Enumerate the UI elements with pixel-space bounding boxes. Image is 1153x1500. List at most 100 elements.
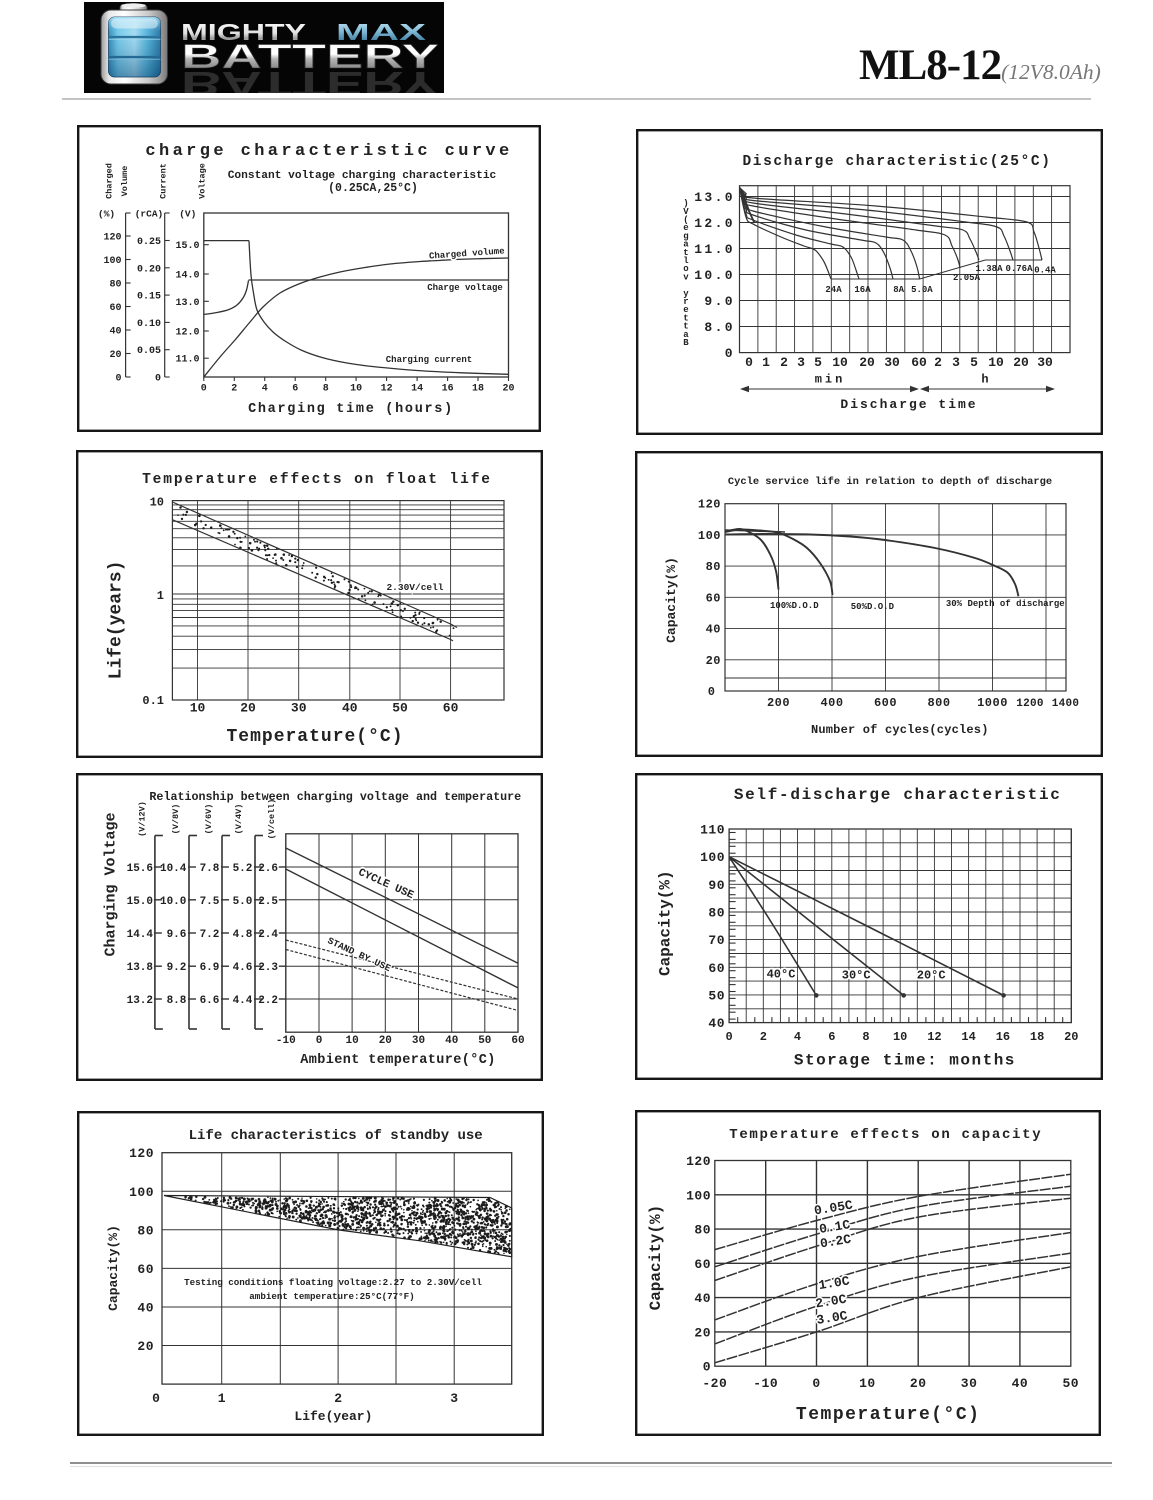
svg-text:Charging Voltage: Charging Voltage bbox=[103, 812, 120, 956]
svg-text:t: t bbox=[683, 322, 688, 332]
svg-text:12.0: 12.0 bbox=[694, 216, 735, 231]
svg-text:3: 3 bbox=[450, 1391, 458, 1406]
svg-text:4: 4 bbox=[794, 1030, 801, 1044]
svg-text:50%D.O.D: 50%D.O.D bbox=[851, 602, 895, 612]
svg-text:(V/8V): (V/8V) bbox=[171, 804, 181, 835]
svg-text:5.0: 5.0 bbox=[233, 896, 253, 908]
svg-text:60: 60 bbox=[694, 1257, 711, 1272]
svg-text:Temperature effects on float l: Temperature effects on float life bbox=[142, 472, 492, 488]
svg-text:16: 16 bbox=[996, 1030, 1010, 1044]
svg-text:13.2: 13.2 bbox=[127, 995, 153, 1007]
svg-text:4.6: 4.6 bbox=[233, 962, 253, 974]
svg-text:10: 10 bbox=[859, 1376, 876, 1391]
svg-text:0.4A: 0.4A bbox=[1034, 266, 1056, 276]
svg-text:120: 120 bbox=[129, 1146, 154, 1161]
svg-text:e: e bbox=[683, 223, 688, 233]
svg-text:t: t bbox=[683, 248, 688, 258]
svg-text:400: 400 bbox=[820, 696, 843, 710]
svg-text:12.0: 12.0 bbox=[175, 328, 199, 339]
svg-text:5.0A: 5.0A bbox=[911, 285, 933, 295]
svg-text:MIGHTY: MIGHTY bbox=[181, 19, 306, 45]
svg-text:80: 80 bbox=[706, 560, 721, 574]
svg-text:): ) bbox=[683, 199, 688, 209]
svg-text:5.2: 5.2 bbox=[233, 863, 253, 875]
svg-text:ambient temperature:25°C(77°F): ambient temperature:25°C(77°F) bbox=[249, 1291, 414, 1302]
svg-text:30: 30 bbox=[291, 701, 307, 716]
svg-text:t: t bbox=[683, 313, 688, 323]
svg-text:0.25: 0.25 bbox=[137, 237, 161, 248]
svg-text:2: 2 bbox=[760, 1030, 767, 1044]
svg-text:40: 40 bbox=[445, 1035, 458, 1047]
svg-text:10.0: 10.0 bbox=[160, 896, 186, 908]
svg-text:1.38A: 1.38A bbox=[975, 264, 1003, 274]
svg-text:600: 600 bbox=[874, 696, 897, 710]
svg-text:y: y bbox=[683, 289, 689, 299]
svg-text:10: 10 bbox=[190, 701, 206, 716]
svg-text:(: ( bbox=[683, 215, 688, 225]
svg-text:100: 100 bbox=[103, 256, 121, 267]
svg-text:v: v bbox=[683, 272, 689, 282]
svg-text:50: 50 bbox=[1062, 1376, 1079, 1391]
svg-text:1: 1 bbox=[157, 589, 164, 603]
svg-text:-10: -10 bbox=[276, 1035, 296, 1047]
svg-text:2.30V/cell: 2.30V/cell bbox=[386, 582, 443, 593]
svg-text:9.2: 9.2 bbox=[167, 962, 187, 974]
svg-text:l: l bbox=[683, 256, 689, 266]
svg-text:7.8: 7.8 bbox=[200, 863, 220, 875]
svg-text:a: a bbox=[683, 330, 689, 340]
svg-text:Charge voltage: Charge voltage bbox=[427, 283, 503, 293]
svg-text:10: 10 bbox=[832, 355, 848, 370]
svg-text:charge characteristic curve: charge characteristic curve bbox=[145, 142, 512, 161]
svg-text:Capacity(%): Capacity(%) bbox=[664, 557, 679, 643]
svg-text:r: r bbox=[683, 297, 688, 307]
svg-text:20: 20 bbox=[109, 350, 121, 361]
svg-text:10.0: 10.0 bbox=[694, 268, 735, 283]
svg-text:90: 90 bbox=[708, 878, 725, 893]
svg-text:40: 40 bbox=[109, 327, 121, 338]
svg-text:100: 100 bbox=[686, 1188, 711, 1203]
svg-text:40: 40 bbox=[137, 1301, 154, 1316]
svg-text:7.5: 7.5 bbox=[200, 896, 220, 908]
svg-text:120: 120 bbox=[103, 233, 121, 244]
svg-text:120: 120 bbox=[698, 498, 721, 512]
svg-text:(%): (%) bbox=[98, 209, 115, 220]
svg-text:10: 10 bbox=[150, 496, 164, 510]
svg-text:Constant voltage charging char: Constant voltage charging characteristic bbox=[228, 170, 497, 182]
svg-text:e: e bbox=[683, 305, 688, 315]
svg-text:Cycle service life in relation: Cycle service life in relation to depth … bbox=[728, 476, 1052, 488]
svg-text:-10: -10 bbox=[753, 1376, 778, 1391]
svg-text:18: 18 bbox=[1030, 1030, 1044, 1044]
svg-text:100%D.O.D: 100%D.O.D bbox=[770, 601, 819, 611]
svg-text:40: 40 bbox=[708, 1016, 725, 1031]
svg-text:9.6: 9.6 bbox=[167, 929, 187, 941]
svg-text:Number of cycles(cycles): Number of cycles(cycles) bbox=[811, 723, 989, 737]
svg-text:60: 60 bbox=[511, 1035, 524, 1047]
svg-text:11.0: 11.0 bbox=[694, 242, 735, 257]
svg-text:Capacity(%): Capacity(%) bbox=[106, 1225, 121, 1311]
svg-text:3: 3 bbox=[952, 355, 960, 370]
svg-text:Testing conditions floating vo: Testing conditions floating voltage:2.27… bbox=[184, 1277, 482, 1288]
svg-text:2.5: 2.5 bbox=[258, 896, 278, 908]
svg-text:V: V bbox=[683, 207, 689, 217]
svg-text:30: 30 bbox=[961, 1376, 978, 1391]
svg-text:1200: 1200 bbox=[1016, 698, 1044, 710]
svg-text:8.8: 8.8 bbox=[167, 995, 187, 1007]
svg-text:1400: 1400 bbox=[1052, 698, 1080, 710]
svg-text:MAX: MAX bbox=[336, 19, 427, 45]
svg-text:80: 80 bbox=[137, 1223, 154, 1238]
svg-text:11.0: 11.0 bbox=[175, 355, 199, 366]
svg-text:(V/cell): (V/cell) bbox=[267, 799, 277, 840]
svg-text:1: 1 bbox=[762, 355, 770, 370]
svg-text:2.4: 2.4 bbox=[258, 929, 278, 941]
svg-text:2.2: 2.2 bbox=[258, 995, 278, 1007]
svg-text:a: a bbox=[683, 240, 689, 250]
svg-text:8.0: 8.0 bbox=[704, 320, 735, 335]
svg-text:1000: 1000 bbox=[977, 696, 1008, 710]
svg-text:0.1C: 0.1C bbox=[818, 1217, 851, 1237]
svg-text:Life characteristics of standb: Life characteristics of standby use bbox=[189, 1128, 483, 1144]
svg-text:10: 10 bbox=[350, 384, 362, 395]
svg-text:20: 20 bbox=[706, 654, 721, 668]
svg-text:9.0: 9.0 bbox=[704, 294, 735, 309]
svg-text:0: 0 bbox=[703, 1360, 711, 1375]
svg-text:0.10: 0.10 bbox=[137, 319, 161, 330]
